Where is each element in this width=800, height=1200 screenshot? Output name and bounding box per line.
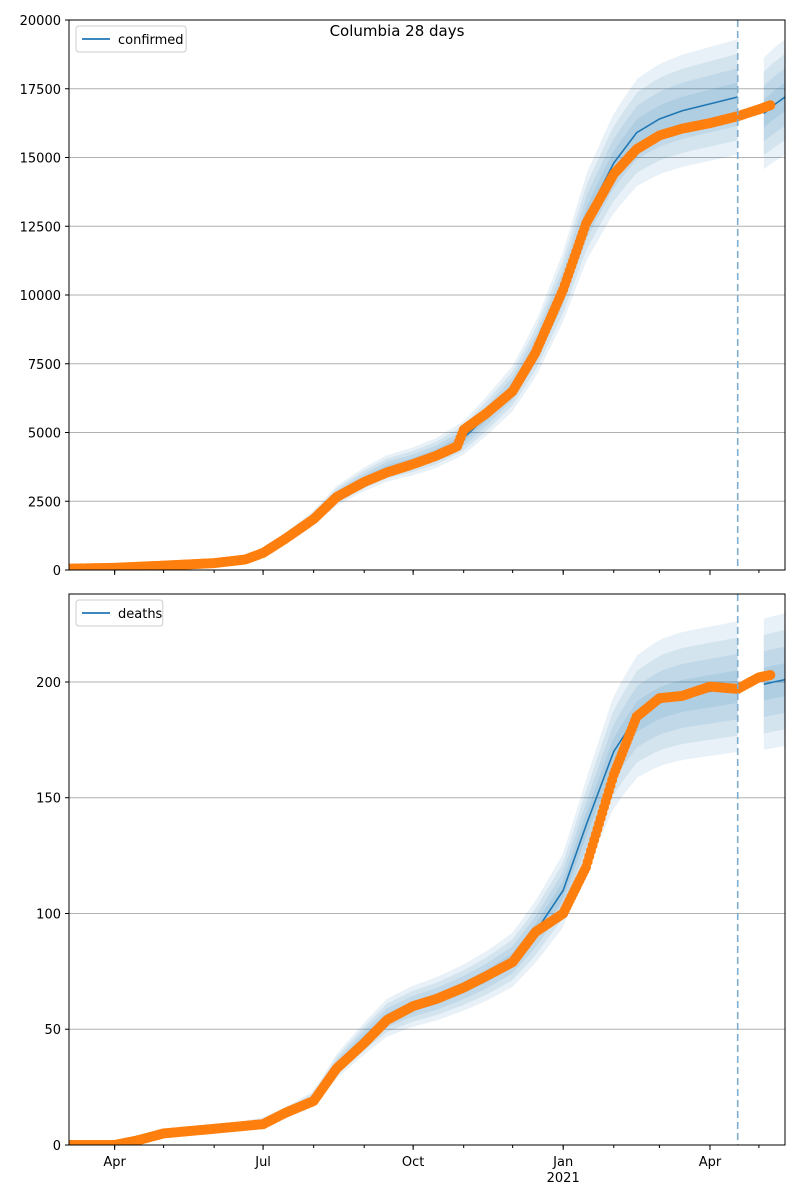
band bbox=[69, 653, 738, 1145]
uncertainty-bands bbox=[69, 39, 785, 570]
confirmed-panel: 0 2500 5000 7500 10000 12500 15000 17500 20000 co… bbox=[20, 14, 786, 579]
legend-box bbox=[75, 599, 164, 627]
x-tick-label: Jul bbox=[254, 1155, 271, 1170]
y-tick-label: 7500 bbox=[28, 358, 61, 373]
band bbox=[69, 621, 738, 1145]
forecast-line bbox=[763, 678, 785, 686]
y-tick-label: 20000 bbox=[20, 14, 61, 29]
y-tick-label: 2500 bbox=[28, 495, 61, 510]
y-tick-label: 100 bbox=[36, 907, 61, 922]
y-tick-label: 50 bbox=[44, 1023, 61, 1038]
legend: confirmed bbox=[75, 25, 187, 53]
y-tick-label: 12500 bbox=[20, 220, 61, 235]
plot-frame bbox=[68, 593, 786, 1146]
y-tick-label: 0 bbox=[53, 564, 61, 579]
band bbox=[69, 637, 738, 1145]
observed-point bbox=[765, 670, 776, 681]
figure-title: Columbia 28 days bbox=[330, 22, 465, 40]
x-tick-label: Apr bbox=[103, 1155, 126, 1170]
legend-label: confirmed bbox=[118, 33, 184, 48]
legend: deaths bbox=[75, 599, 164, 627]
y-tick-label: 0 bbox=[53, 1139, 61, 1154]
observed-series bbox=[69, 670, 776, 1145]
legend-label: deaths bbox=[118, 607, 163, 622]
y-tick-label: 150 bbox=[36, 792, 61, 807]
observed-point bbox=[765, 100, 776, 111]
y-tick-label: 10000 bbox=[20, 289, 61, 304]
x-tick-sublabel: 2021 bbox=[547, 1171, 580, 1186]
y-tick-label: 5000 bbox=[28, 427, 61, 442]
x-tick-label: Oct bbox=[402, 1155, 424, 1170]
observed-series bbox=[69, 100, 776, 570]
x-tick-label: Jan bbox=[552, 1155, 573, 1170]
legend-box bbox=[75, 25, 187, 53]
x-tick-label: Apr bbox=[699, 1155, 722, 1170]
y-tick-label: 200 bbox=[36, 676, 61, 691]
y-tick-label: 17500 bbox=[20, 83, 61, 98]
y-tick-label: 15000 bbox=[20, 152, 61, 167]
